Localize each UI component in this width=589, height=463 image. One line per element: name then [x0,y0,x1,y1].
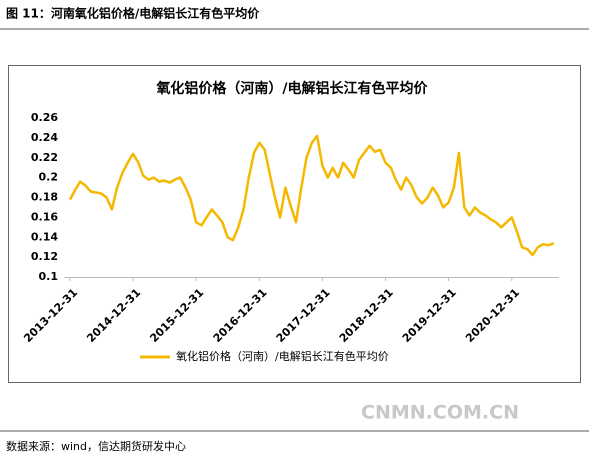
x-tick-label: 2016-12-31 [211,286,270,345]
chart-frame [8,65,581,383]
x-tick-label: 2020-12-31 [463,286,522,345]
legend-label: 氧化铝价格（河南）/电解铝长江有色平均价 [176,349,389,363]
figure-caption: 图 11：河南氧化铝价格/电解铝长江有色平均价 [6,6,260,21]
x-tick-label: 2018-12-31 [337,286,396,345]
x-tick-label: 2017-12-31 [274,286,333,345]
y-tick-label: 0.16 [31,210,58,223]
x-tick-label: 2015-12-31 [147,286,206,345]
y-tick-label: 0.24 [31,131,58,144]
x-tick-label: 2014-12-31 [84,286,143,345]
y-tick-label: 0.26 [31,111,58,124]
y-tick-label: 0.2 [39,171,59,184]
x-tick-label: 2019-12-31 [400,286,459,345]
y-tick-label: 0.18 [31,191,58,204]
y-tick-label: 0.1 [39,270,59,283]
source-note: 数据来源：wind，信达期货研发中心 [6,439,186,453]
x-tick-label: 2013-12-31 [21,286,80,345]
watermark: CNMN.COM.CN [361,402,519,424]
y-tick-label: 0.22 [31,151,58,164]
chart-title: 氧化铝价格（河南）/电解铝长江有色平均价 [155,80,428,97]
y-tick-label: 0.12 [31,250,58,263]
y-tick-label: 0.14 [31,230,58,243]
series-line [68,134,555,257]
